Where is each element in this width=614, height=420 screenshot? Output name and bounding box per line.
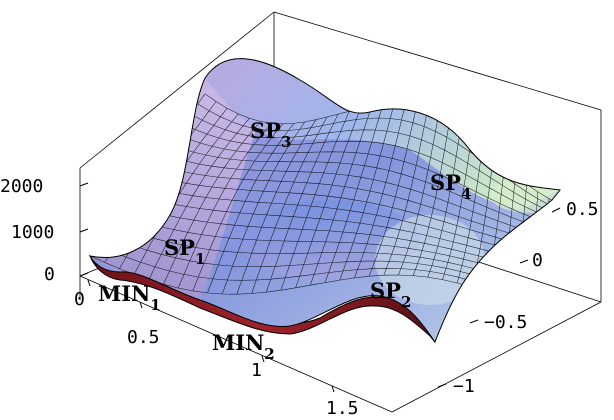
z-axis-ticks: 2000 1000 0 bbox=[0, 176, 55, 285]
tick-mark bbox=[551, 207, 561, 213]
mesh-line bbox=[207, 123, 295, 293]
mesh-line bbox=[280, 111, 350, 291]
tick-mark bbox=[139, 301, 143, 309]
x-tick: 1 bbox=[251, 360, 262, 381]
mesh-line bbox=[383, 113, 428, 276]
tick-mark bbox=[79, 182, 89, 187]
mesh-line bbox=[545, 198, 550, 317]
mesh-line bbox=[412, 124, 450, 276]
tick-mark bbox=[437, 383, 447, 388]
y-tick: −1 bbox=[453, 376, 475, 397]
tick-mark bbox=[261, 355, 265, 363]
x-tick: 1.5 bbox=[326, 398, 359, 419]
label-sp1: SP1 bbox=[164, 235, 205, 268]
label-sp4: SP4 bbox=[430, 170, 471, 203]
y-axis-ticks: 0.5 0 −0.5 −1 bbox=[453, 199, 599, 397]
label-min2: MIN2 bbox=[212, 330, 275, 363]
tick-mark bbox=[79, 272, 89, 277]
x-tick: 0.5 bbox=[127, 327, 160, 348]
mesh-line bbox=[148, 118, 250, 280]
mesh-line bbox=[295, 108, 361, 288]
mesh-line bbox=[354, 106, 405, 278]
y-tick: 0.5 bbox=[566, 199, 599, 220]
mesh-line bbox=[236, 119, 317, 295]
mesh-line bbox=[177, 123, 272, 289]
mesh-line bbox=[266, 113, 339, 293]
tick-mark bbox=[79, 228, 89, 233]
tick-mark bbox=[469, 319, 479, 324]
mesh-line bbox=[368, 109, 417, 277]
mesh-line bbox=[163, 121, 261, 285]
mesh-line bbox=[310, 106, 372, 286]
x-tick: 0 bbox=[74, 289, 85, 310]
tick-mark bbox=[87, 279, 91, 287]
mesh-line bbox=[221, 121, 306, 295]
mesh-line bbox=[339, 105, 394, 281]
label-sp2: SP2 bbox=[370, 278, 411, 311]
z-tick: 2000 bbox=[0, 176, 43, 197]
y-tick: −0.5 bbox=[484, 312, 527, 333]
mesh-line bbox=[442, 139, 472, 280]
mesh-line bbox=[398, 118, 439, 276]
x-axis-ticks: 0 0.5 1 1.5 bbox=[74, 289, 359, 419]
tick-mark bbox=[331, 385, 335, 393]
label-sp3: SP3 bbox=[250, 118, 291, 151]
z-tick: 0 bbox=[44, 264, 55, 285]
mesh-line bbox=[251, 116, 328, 294]
mesh-line bbox=[324, 105, 383, 283]
point-labels: SP3 SP4 SP1 SP2 MIN1 MIN2 bbox=[98, 118, 471, 363]
label-min1: MIN1 bbox=[98, 281, 161, 314]
y-tick: 0 bbox=[532, 250, 543, 271]
mesh-line bbox=[427, 131, 461, 278]
z-tick: 1000 bbox=[11, 222, 54, 243]
mesh-line bbox=[192, 123, 283, 292]
mesh-line bbox=[456, 148, 483, 284]
tick-mark bbox=[519, 259, 529, 264]
mesh-line bbox=[133, 113, 239, 275]
